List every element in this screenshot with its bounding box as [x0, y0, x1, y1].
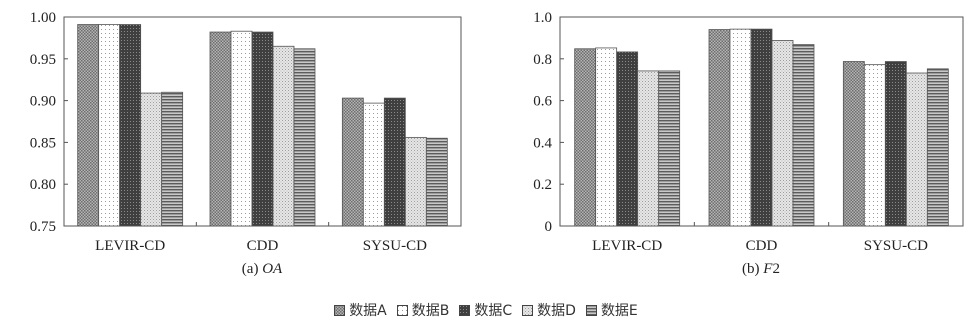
bars [574, 28, 949, 227]
caption-a-prefix: (a) [242, 261, 262, 277]
bar-levir-cd-3 [119, 24, 142, 227]
bar-cdd-3 [750, 28, 773, 227]
y-tick-label: 1.0 [533, 10, 552, 26]
bar-levir-cd-4 [637, 70, 660, 227]
legend-swatch-e [585, 304, 597, 316]
bar-levir-cd-2 [98, 24, 121, 227]
bar-cdd-5 [792, 44, 815, 227]
y-tick-label: 0.4 [533, 135, 552, 151]
legend-label-b: 数据B [411, 303, 450, 319]
bar-cdd-2 [230, 30, 253, 227]
x-tick-label: CDD [247, 238, 279, 254]
legend-label-d: 数据D [537, 303, 576, 319]
x-tick-label: SYSU-CD [864, 238, 928, 254]
caption-a: (a) OA [242, 261, 283, 277]
bar-levir-cd-5 [658, 70, 681, 227]
legend-swatch-b [396, 304, 408, 316]
legend-label-c: 数据C [474, 303, 513, 319]
bar-cdd-5 [293, 48, 316, 227]
bar-sysu-cd-1 [842, 61, 865, 227]
x-tick-label: LEVIR-CD [95, 238, 165, 254]
legend-item-b: 数据B [396, 300, 450, 320]
chart-f2: 0 0.2 0.4 0.6 0.8 1.0 LEVIR-CD CDD SYSU-CD (b) … [533, 10, 964, 277]
bar-sysu-cd-5 [425, 137, 448, 227]
y-tick-label: 0.75 [30, 219, 56, 235]
bar-levir-cd-2 [595, 47, 618, 227]
legend-item-e: 数据E [585, 300, 638, 320]
y-tick-label: 0.2 [533, 177, 552, 193]
legend-swatch-d [522, 304, 534, 316]
bar-levir-cd-4 [140, 92, 163, 227]
y-tick-label: 0.80 [30, 177, 56, 193]
legend: 数据A 数据B 数据C 数据D 数据E [0, 298, 972, 322]
bar-sysu-cd-2 [362, 102, 385, 227]
x-tick-label: SYSU-CD [363, 238, 427, 254]
legend-label-a: 数据A [349, 303, 387, 319]
bar-sysu-cd-4 [404, 136, 427, 227]
bar-cdd-2 [729, 28, 752, 227]
y-tick-label: 0.8 [533, 52, 552, 68]
legend-label-e: 数据E [600, 303, 638, 319]
caption-b-prefix: (b) [742, 261, 763, 277]
y-tick-label: 0 [545, 219, 553, 235]
bars [77, 24, 448, 227]
bar-sysu-cd-5 [926, 68, 949, 227]
bar-cdd-1 [708, 29, 731, 227]
y-tick-label: 0.85 [30, 135, 56, 151]
y-axis-ticks: 0.75 0.80 0.85 0.90 0.95 1.00 [30, 10, 68, 235]
bar-cdd-3 [251, 31, 274, 227]
bar-sysu-cd-1 [341, 97, 364, 227]
bar-levir-cd-3 [616, 51, 639, 227]
bar-sysu-cd-3 [383, 97, 406, 227]
caption-b: (b) F2 [742, 261, 780, 277]
legend-swatch-a [334, 304, 346, 316]
bar-cdd-1 [209, 31, 232, 227]
bar-levir-cd-1 [574, 48, 597, 227]
y-tick-label: 1.00 [30, 10, 56, 26]
x-tick-label: CDD [746, 238, 778, 254]
bar-sysu-cd-3 [884, 61, 907, 227]
caption-b-italic: F [762, 261, 773, 277]
x-axis-labels: LEVIR-CD CDD SYSU-CD [63, 222, 427, 254]
y-axis-ticks: 0 0.2 0.4 0.6 0.8 1.0 [533, 10, 564, 235]
bar-sysu-cd-4 [905, 72, 928, 227]
bar-cdd-4 [272, 45, 295, 227]
bar-cdd-4 [771, 40, 794, 227]
x-tick-label: LEVIR-CD [592, 238, 662, 254]
x-axis-labels: LEVIR-CD CDD SYSU-CD [559, 222, 928, 254]
bar-levir-cd-1 [77, 24, 100, 227]
caption-b-suffix: 2 [772, 261, 780, 277]
y-tick-label: 0.6 [533, 94, 552, 110]
legend-item-c: 数据C [459, 300, 512, 320]
chart-oa: 0.75 0.80 0.85 0.90 0.95 1.00 LEVIR-CD CDD SYSU… [30, 10, 462, 277]
legend-item-a: 数据A [334, 300, 387, 320]
bar-sysu-cd-2 [863, 64, 886, 227]
y-tick-label: 0.90 [30, 94, 56, 110]
y-tick-label: 0.95 [30, 52, 56, 68]
bar-levir-cd-5 [161, 91, 184, 227]
legend-item-d: 数据D [522, 300, 576, 320]
caption-a-italic: OA [262, 261, 283, 277]
legend-swatch-c [459, 304, 471, 316]
